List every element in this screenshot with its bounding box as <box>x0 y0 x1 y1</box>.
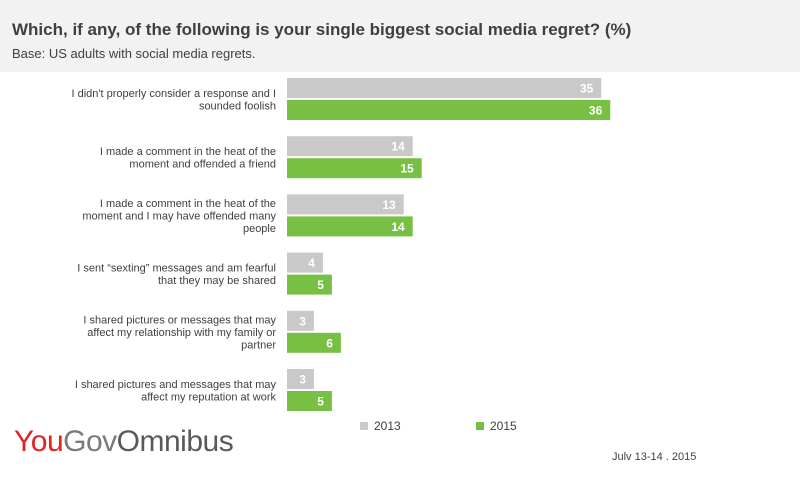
yougov-omnibus-logo: YouGovOmnibus <box>14 425 234 459</box>
data-label-2015-2: 15 <box>400 162 414 176</box>
bar-2013-5 <box>287 310 314 331</box>
data-label-2015-1: 36 <box>589 104 603 118</box>
legend-item-2013: 2013 <box>360 419 401 433</box>
chart-header: Which, if any, of the following is your … <box>0 0 800 72</box>
data-label-2013-4: 4 <box>308 256 315 270</box>
bar-2013-3 <box>287 194 404 215</box>
chart-title: Which, if any, of the following is your … <box>12 20 632 39</box>
category-label-2: I made a comment in the heat of the momen… <box>100 146 276 171</box>
category-label-3: I made a comment in the heat of the momen… <box>82 198 276 235</box>
data-label-2013-3: 13 <box>382 198 396 212</box>
bar-2015-3 <box>287 216 413 237</box>
data-label-2013-1: 35 <box>580 82 594 96</box>
bar-2015-5 <box>287 332 341 353</box>
category-label-6: I shared pictures and messages that may a… <box>75 379 277 404</box>
data-label-2015-3: 14 <box>391 220 405 234</box>
bar-2013-2 <box>287 136 413 157</box>
bar-2013-4 <box>287 252 323 273</box>
bar-2013-1 <box>287 78 602 98</box>
bar-2015-4 <box>287 274 332 295</box>
logo-omnibus: Omnibus <box>116 425 234 458</box>
chart-subtitle: Base: US adults with social media regret… <box>12 46 256 61</box>
bar-2015-2 <box>287 158 422 179</box>
legend-swatch-2013 <box>360 422 368 430</box>
chart-legend: 2013 2015 <box>0 419 800 439</box>
bar-2015-6 <box>287 391 332 411</box>
data-label-2015-4: 5 <box>317 278 324 292</box>
legend-swatch-2015 <box>476 422 484 430</box>
bar-2013-6 <box>287 369 314 389</box>
category-label-5: I shared pictures or messages that may af… <box>83 314 276 351</box>
legend-label-2013: 2013 <box>374 419 401 433</box>
data-label-2013-5: 3 <box>299 314 306 328</box>
category-label-4: I sent “sexting” messages and am fearful… <box>77 262 276 287</box>
data-label-2013-6: 3 <box>299 373 306 387</box>
data-label-2013-2: 14 <box>391 140 405 154</box>
data-label-2015-5: 6 <box>326 336 333 350</box>
legend-label-2015: 2015 <box>490 419 517 433</box>
survey-date: Julv 13-14 . 2015 <box>612 451 697 463</box>
logo-gov: Gov <box>63 425 117 458</box>
logo-you: You <box>14 425 64 458</box>
bar-2015-1 <box>287 100 611 120</box>
data-label-2015-6: 5 <box>317 395 324 409</box>
category-label-1: I didn't properly consider a response an… <box>72 88 277 113</box>
legend-item-2015: 2015 <box>476 419 517 433</box>
